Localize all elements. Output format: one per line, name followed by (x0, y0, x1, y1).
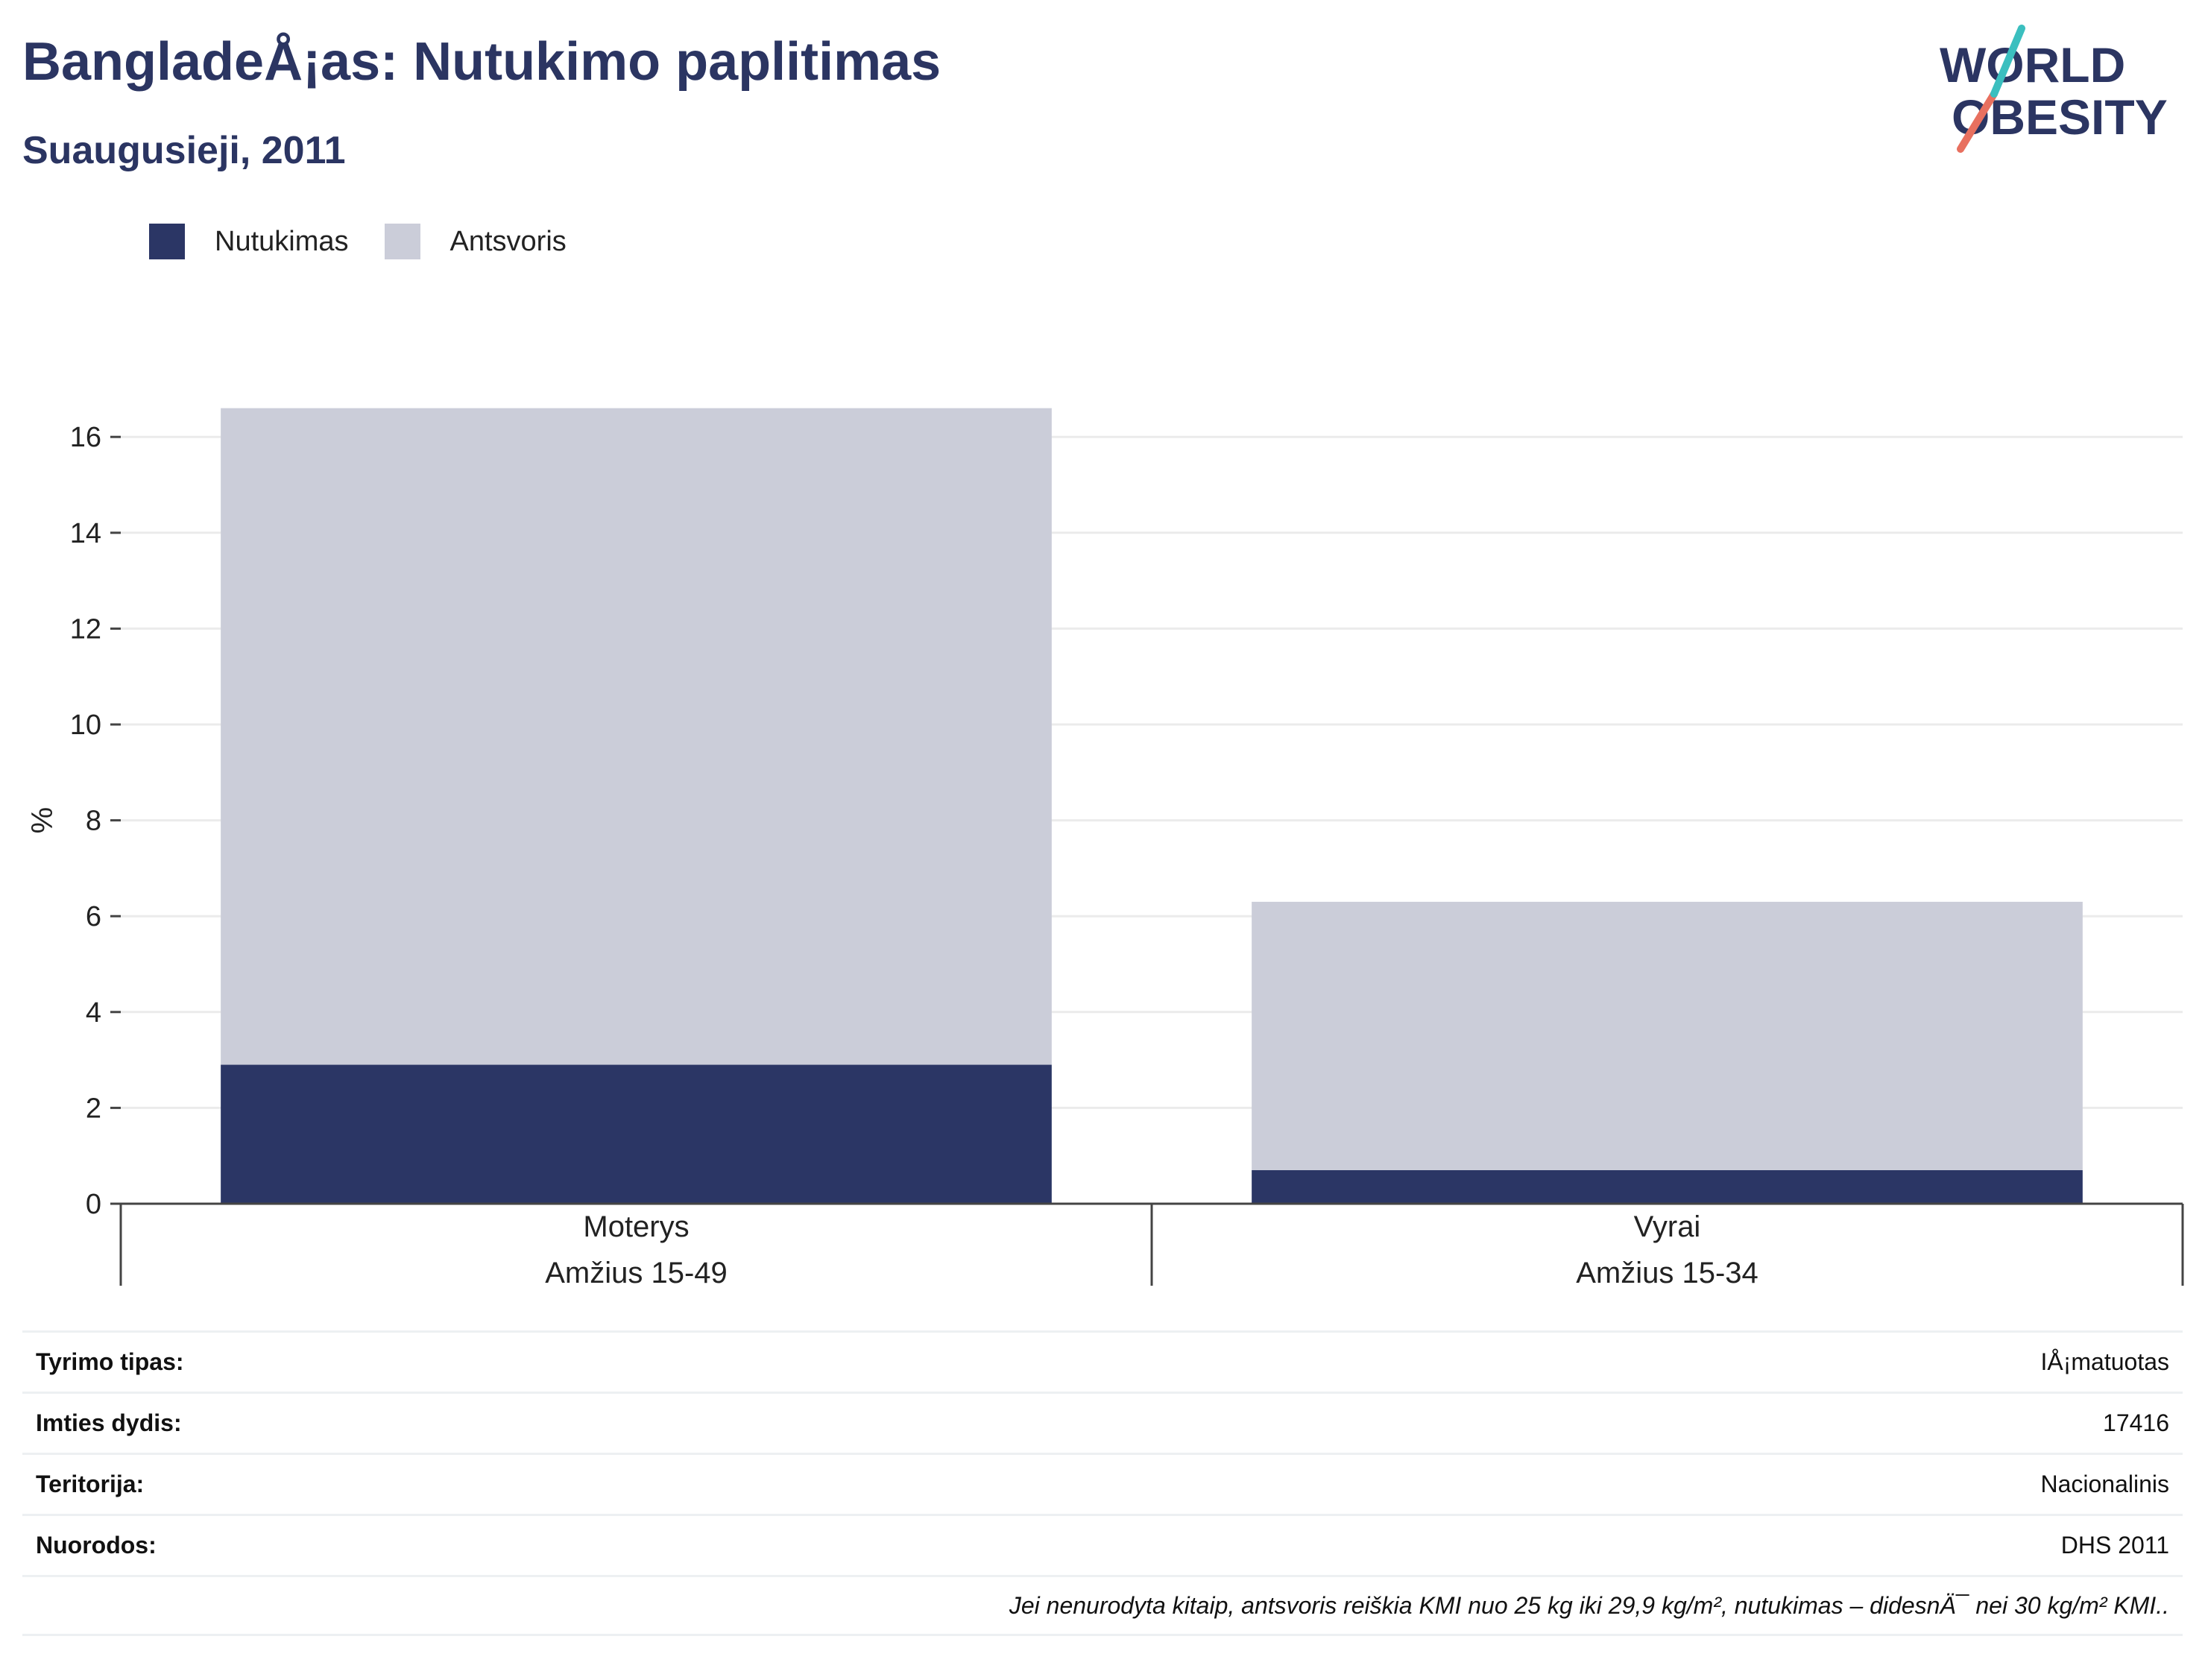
legend-label-nutukimas: Nutukimas (215, 225, 349, 257)
info-value: 17416 (2103, 1409, 2169, 1436)
y-tick-label: 10 (70, 710, 101, 741)
y-tick-label: 8 (86, 806, 101, 837)
y-tick-label: 4 (86, 997, 101, 1029)
info-key: Imties dydis: (36, 1409, 182, 1436)
y-axis-label: % (26, 807, 59, 834)
bar-antsvoris-vyrai (1252, 901, 2083, 1170)
legend-swatch-antsvoris (384, 224, 420, 259)
bar-nutukimas-moterys (221, 1064, 1052, 1204)
legend-swatch-nutukimas (149, 224, 185, 259)
legend-item-nutukimas[interactable]: Nutukimas (149, 224, 349, 259)
x-tick-label: Vyrai (1634, 1210, 1701, 1243)
definition-note: Jei nenurodyta kitaip, antsvoris reiškia… (22, 1575, 2183, 1636)
legend-label-antsvoris: Antsvoris (449, 225, 567, 257)
y-tick-label: 0 (86, 1189, 101, 1220)
info-value: IÅ¡matuotas (2040, 1348, 2169, 1375)
x-tick-sublabel: Amžius 15-34 (1576, 1257, 1758, 1289)
survey-info-table: Tyrimo tipas: IÅ¡matuotas Imties dydis: … (22, 1330, 2183, 1636)
y-tick-label: 6 (86, 901, 101, 932)
svg-text:WORLD: WORLD (1940, 37, 2125, 92)
bar-chart: 0 2 4 6 8 10 12 14 16% Moterys Amžius 15-49 Vyrai Am… (26, 408, 2184, 1289)
y-tick-label: 12 (70, 613, 101, 645)
info-row-sample-size: Imties dydis: 17416 (22, 1392, 2183, 1453)
info-value: DHS 2011 (2060, 1532, 2169, 1559)
world-obesity-logo: WORLD OBESITY (1938, 22, 2192, 157)
chart-legend: Nutukimas Antsvoris (149, 222, 602, 261)
info-row-survey-type: Tyrimo tipas: IÅ¡matuotas (22, 1330, 2183, 1392)
page-subtitle: Suaugusieji, 2011 (22, 129, 346, 172)
legend-item-antsvoris[interactable]: Antsvoris (384, 224, 567, 259)
info-key: Teritorija: (36, 1471, 145, 1497)
y-tick-label: 14 (70, 518, 101, 549)
y-tick-label: 2 (86, 1093, 101, 1124)
bar-antsvoris-moterys (221, 408, 1052, 1065)
info-value: Nacionalinis (2040, 1471, 2169, 1497)
y-tick-label: 16 (70, 422, 101, 453)
x-tick-label: Moterys (583, 1210, 689, 1243)
info-row-references: Nuorodos: DHS 2011 (22, 1514, 2183, 1575)
x-tick-sublabel: Amžius 15-49 (545, 1257, 728, 1289)
info-key: Tyrimo tipas: (36, 1348, 184, 1375)
bar-nutukimas-vyrai (1252, 1169, 2083, 1204)
info-key: Nuorodos: (36, 1532, 157, 1559)
page-title: BangladeÅ¡as: Nutukimo paplitimas (22, 32, 941, 92)
info-row-territory: Teritorija: Nacionalinis (22, 1453, 2183, 1514)
